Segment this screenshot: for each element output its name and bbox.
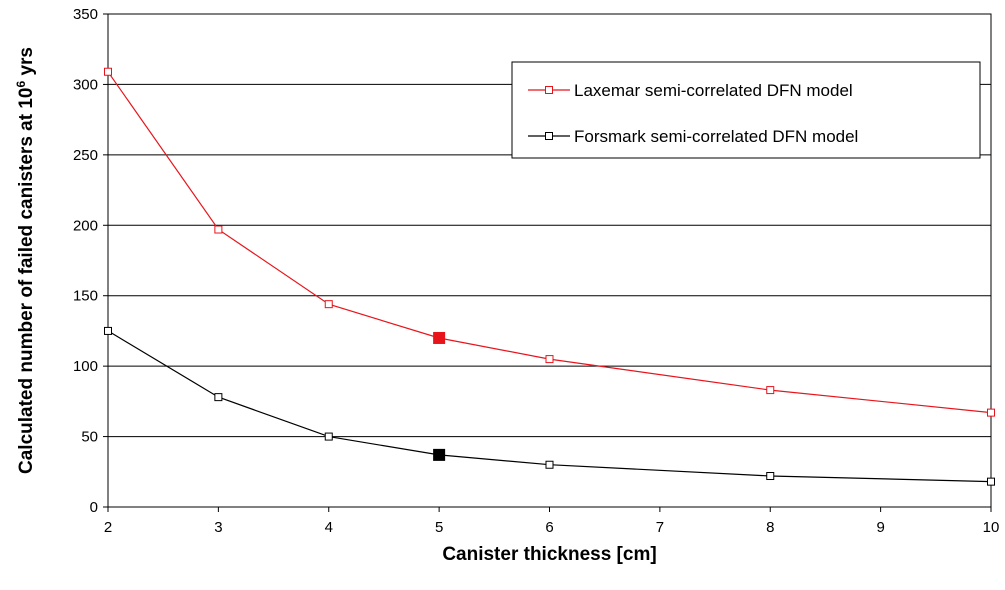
x-axis-title: Canister thickness [cm] bbox=[442, 544, 656, 565]
legend-marker-0 bbox=[545, 86, 553, 94]
legend-box bbox=[511, 61, 981, 159]
y-axis-title-superscript: 6 bbox=[14, 81, 28, 88]
data-point-0-2 bbox=[104, 67, 112, 76]
legend-label-1: Forsmark semi-correlated DFN model bbox=[574, 127, 858, 146]
y-axis-title: Calculated number of failed canisters at… bbox=[14, 47, 37, 474]
data-point-0-8 bbox=[766, 386, 775, 395]
x-tick-label-2: 2 bbox=[104, 519, 112, 536]
y-tick-label-50: 50 bbox=[81, 429, 98, 446]
data-point-0-6 bbox=[545, 355, 554, 364]
y-tick-label-200: 200 bbox=[73, 217, 98, 234]
series-layer bbox=[104, 67, 995, 486]
data-point-0-10 bbox=[987, 408, 995, 417]
data-point-1-3 bbox=[214, 393, 223, 402]
x-tick-label-8: 8 bbox=[766, 519, 774, 536]
x-tick-label-10: 10 bbox=[983, 519, 1000, 536]
data-point-0-3 bbox=[214, 225, 223, 234]
data-point-1-10 bbox=[987, 477, 995, 486]
legend-marker-1 bbox=[545, 132, 553, 140]
y-axis-title-tail: yrs bbox=[16, 47, 37, 81]
highlighted-point-1-5 bbox=[433, 448, 446, 461]
data-point-1-6 bbox=[545, 460, 554, 469]
x-tick-label-9: 9 bbox=[876, 519, 884, 536]
y-tick-label-150: 150 bbox=[73, 288, 98, 305]
data-point-0-4 bbox=[324, 300, 333, 309]
series-line-1 bbox=[107, 330, 992, 483]
legend-items: Laxemar semi-correlated DFN model Forsmar… bbox=[528, 81, 858, 146]
x-tick-label-7: 7 bbox=[656, 519, 664, 536]
y-axis-title-main: Calculated number of failed canisters at… bbox=[16, 88, 37, 474]
data-point-1-4 bbox=[324, 432, 333, 441]
ticks-layer: 0 50 100 150 200 250 300 350 2 3 4 5 6 7 8 9 10 bbox=[73, 6, 999, 536]
x-tick-label-6: 6 bbox=[545, 519, 553, 536]
y-tick-label-0: 0 bbox=[90, 499, 98, 516]
highlighted-point-0-5 bbox=[433, 331, 446, 344]
legend-label-0: Laxemar semi-correlated DFN model bbox=[574, 81, 853, 100]
y-tick-label-350: 350 bbox=[73, 6, 98, 23]
y-tick-label-100: 100 bbox=[73, 358, 98, 375]
y-tick-label-250: 250 bbox=[73, 147, 98, 164]
x-tick-label-5: 5 bbox=[435, 519, 443, 536]
legend: Laxemar semi-correlated DFN model Forsmar… bbox=[511, 61, 981, 159]
x-tick-label-3: 3 bbox=[214, 519, 222, 536]
data-point-1-2 bbox=[104, 326, 112, 335]
x-tick-label-4: 4 bbox=[325, 519, 333, 536]
data-point-1-8 bbox=[766, 472, 775, 481]
y-tick-label-300: 300 bbox=[73, 76, 98, 93]
